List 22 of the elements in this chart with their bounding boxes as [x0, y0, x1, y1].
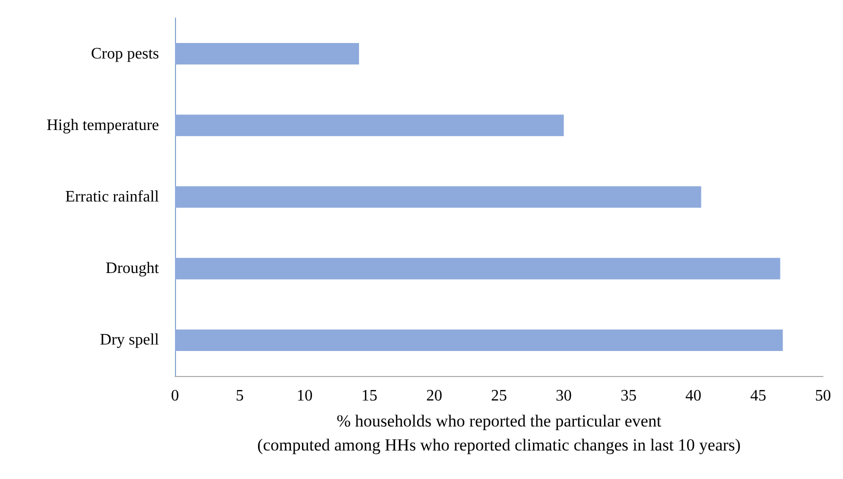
bar — [175, 186, 702, 208]
y-tick-label: Erratic rainfall — [65, 188, 160, 206]
x-tick-label: 15 — [361, 388, 378, 404]
x-tick-label: 50 — [815, 388, 831, 404]
bar — [175, 114, 564, 136]
bar — [175, 258, 780, 280]
x-tick-label: 0 — [171, 388, 179, 404]
y-tick-label: Crop pests — [91, 45, 159, 62]
x-axis-title: % households who reported the particular event (computed among HHs who reported climatic changes in last 10 years) — [257, 411, 741, 454]
x-tick-label: 10 — [296, 388, 313, 404]
x-tick-label: 40 — [685, 388, 702, 404]
bar — [175, 43, 360, 65]
x-tick-label: 35 — [620, 388, 637, 404]
y-tick-label: High temperature — [46, 116, 159, 134]
x-tick-label: 25 — [491, 388, 507, 404]
x-tick-label: 45 — [750, 388, 766, 404]
y-tick-label: Drought — [106, 260, 160, 278]
x-tick-label: 20 — [426, 388, 442, 404]
y-tick-label: Dry spell — [100, 332, 160, 349]
x-tick-label: 5 — [236, 388, 244, 404]
x-tick-label: 30 — [556, 388, 572, 404]
bar — [175, 329, 783, 351]
